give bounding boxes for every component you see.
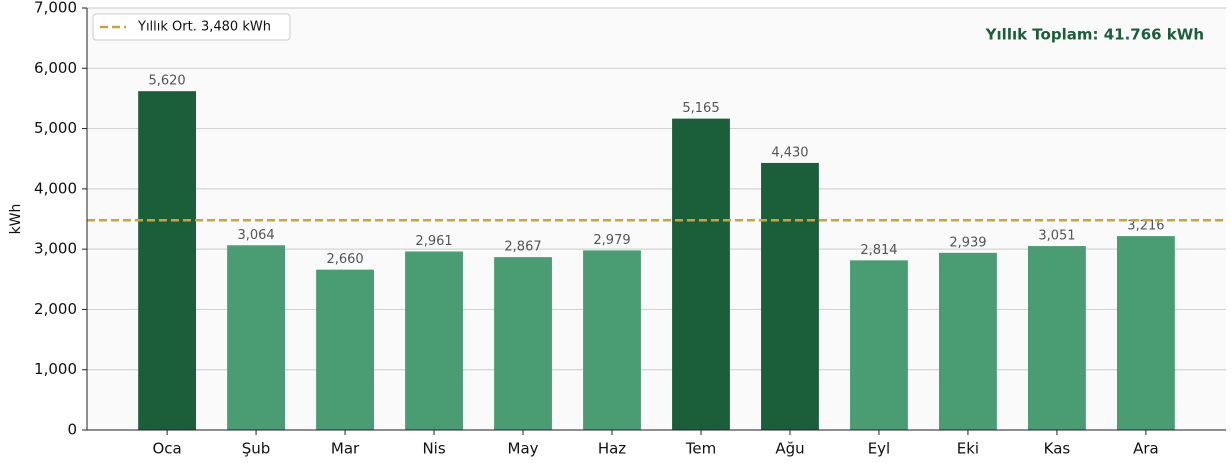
value-label: 5,165 (682, 101, 719, 116)
x-tick-label: Nis (422, 440, 445, 458)
y-tick-label: 3,000 (34, 240, 77, 258)
value-label: 2,867 (504, 240, 541, 255)
x-tick-label: Kas (1044, 440, 1071, 458)
bar (583, 250, 641, 430)
value-label: 4,430 (771, 145, 808, 160)
bar (939, 252, 997, 430)
x-tick-label: Eki (957, 440, 979, 458)
bar (672, 118, 730, 431)
x-tick-label: Oca (152, 440, 181, 458)
value-label: 2,961 (415, 234, 452, 249)
annotation: Yıllık Toplam: 41.766 kWh (985, 26, 1204, 44)
value-label: 3,216 (1127, 219, 1164, 234)
y-axis-label: kWh (8, 204, 24, 235)
y-tick-label: 6,000 (34, 59, 77, 77)
x-tick-label: Şub (242, 440, 271, 458)
y-tick-label: 7,000 (34, 0, 77, 17)
legend-label: Yıllık Ort. 3,480 kWh (137, 20, 271, 35)
legend-box (92, 13, 291, 41)
bar (227, 245, 285, 430)
x-tick-label: Haz (598, 440, 626, 458)
value-label: 3,064 (237, 228, 274, 243)
bar (316, 269, 374, 430)
bar (761, 162, 819, 431)
bar (405, 251, 463, 430)
bar (138, 91, 197, 431)
y-tick-label: 5,000 (34, 119, 77, 137)
value-label: 2,939 (949, 235, 986, 250)
value-label: 2,979 (593, 233, 630, 248)
x-tick-label: Mar (331, 440, 360, 458)
x-tick-label: Tem (685, 440, 716, 458)
y-tick-label: 4,000 (34, 179, 77, 197)
bar (1116, 236, 1175, 430)
y-tick-label: 2,000 (34, 300, 77, 318)
value-label: 5,620 (148, 74, 185, 89)
x-tick-label: May (508, 440, 539, 458)
x-tick-label: Eyl (868, 440, 891, 458)
x-tick-label: Ara (1133, 440, 1159, 458)
value-label: 2,660 (326, 252, 363, 267)
value-label: 2,814 (860, 243, 897, 258)
bar (494, 257, 552, 430)
value-label: 3,051 (1038, 229, 1075, 244)
x-tick-label: Ağu (775, 440, 804, 458)
bar (850, 260, 908, 430)
y-tick-label: 0 (67, 421, 77, 439)
y-tick-label: 1,000 (34, 360, 77, 378)
bar (1028, 246, 1086, 430)
